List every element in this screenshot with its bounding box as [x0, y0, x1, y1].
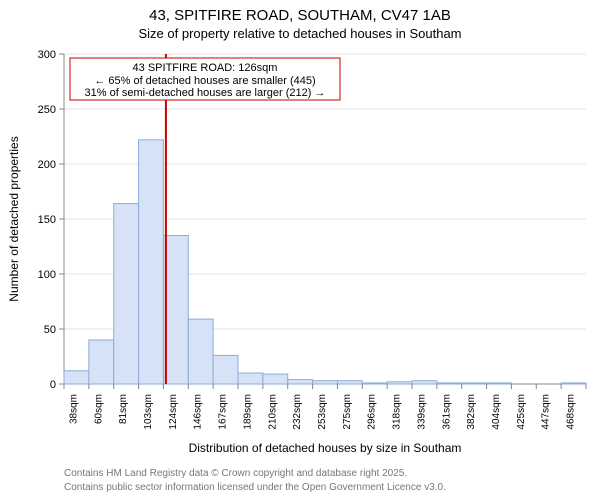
x-tick-label: 103sqm — [143, 394, 154, 430]
y-tick-label: 300 — [38, 49, 56, 61]
histogram-bar — [387, 382, 412, 384]
x-tick-label: 167sqm — [218, 394, 229, 430]
histogram-bar — [412, 381, 437, 384]
x-tick-label: 253sqm — [317, 394, 328, 430]
histogram-bar — [487, 383, 512, 384]
x-tick-label: 146sqm — [193, 394, 204, 430]
y-tick-label: 200 — [38, 159, 56, 171]
histogram-bar — [238, 373, 263, 384]
x-tick-label: 210sqm — [267, 394, 278, 430]
x-tick-label: 232sqm — [292, 394, 303, 430]
histogram-bar — [263, 374, 288, 384]
y-tick-label: 150 — [38, 214, 56, 226]
annotation-line: 31% of semi-detached houses are larger (… — [85, 87, 326, 99]
y-tick-label: 250 — [38, 104, 56, 116]
x-tick-label: 60sqm — [93, 394, 104, 424]
x-tick-label: 447sqm — [541, 394, 552, 430]
histogram-bar — [362, 383, 387, 384]
x-tick-label: 189sqm — [242, 394, 253, 430]
histogram-bar — [337, 381, 362, 384]
chart-title: 43, SPITFIRE ROAD, SOUTHAM, CV47 1AB — [149, 7, 451, 24]
histogram-bar — [437, 383, 462, 384]
histogram-bar — [288, 380, 313, 384]
x-tick-label: 318sqm — [392, 394, 403, 430]
histogram-bar — [64, 371, 89, 384]
x-tick-label: 468sqm — [566, 394, 577, 430]
x-tick-label: 124sqm — [168, 394, 179, 430]
credits-line: Contains public sector information licen… — [64, 482, 446, 493]
y-axis-label: Number of detached properties — [7, 136, 21, 301]
x-axis-label: Distribution of detached houses by size … — [189, 441, 462, 455]
credits-line: Contains HM Land Registry data © Crown c… — [64, 468, 407, 479]
histogram-bar — [89, 340, 114, 384]
histogram-chart: 43, SPITFIRE ROAD, SOUTHAM, CV47 1AB Size… — [0, 0, 600, 500]
x-tick-label: 38sqm — [68, 394, 79, 424]
annotation-line: ← 65% of detached houses are smaller (44… — [94, 75, 315, 87]
x-tick-label: 404sqm — [491, 394, 502, 430]
x-tick-label: 361sqm — [441, 394, 452, 430]
x-tick-label: 425sqm — [516, 394, 527, 430]
histogram-bar — [313, 381, 338, 384]
x-tick-label: 382sqm — [466, 394, 477, 430]
x-tick-label: 339sqm — [416, 394, 427, 430]
x-tick-label: 275sqm — [342, 394, 353, 430]
histogram-bar — [213, 355, 238, 384]
histogram-bar — [462, 383, 487, 384]
histogram-bar — [188, 319, 213, 384]
x-tick-label: 296sqm — [367, 394, 378, 430]
annotation-line: 43 SPITFIRE ROAD: 126sqm — [133, 62, 278, 74]
y-tick-label: 0 — [50, 379, 56, 391]
histogram-bar — [561, 383, 586, 384]
y-tick-label: 50 — [44, 324, 56, 336]
x-tick-label: 81sqm — [118, 394, 129, 424]
histogram-bar — [139, 140, 164, 384]
chart-svg: 43, SPITFIRE ROAD, SOUTHAM, CV47 1AB Size… — [0, 0, 600, 500]
y-tick-label: 100 — [38, 269, 56, 281]
chart-subtitle: Size of property relative to detached ho… — [138, 26, 461, 41]
histogram-bar — [163, 236, 188, 385]
histogram-bar — [114, 204, 139, 384]
